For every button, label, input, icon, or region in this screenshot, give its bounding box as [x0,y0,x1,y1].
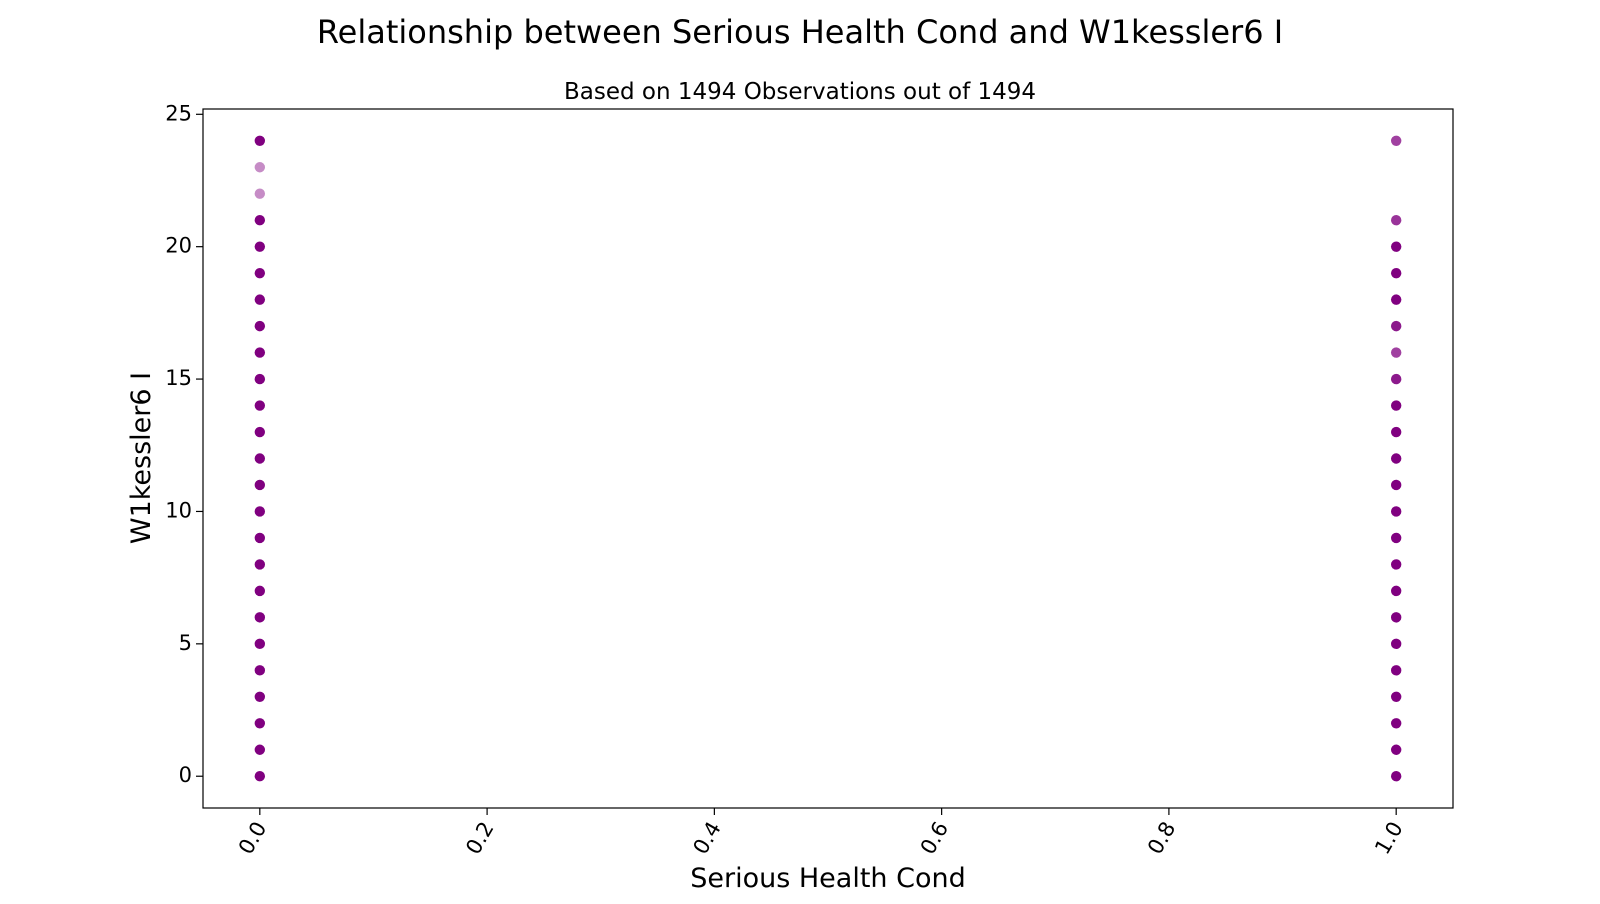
data-point-0-2 [254,718,266,729]
data-point-0-12 [254,453,266,464]
data-point-1-4 [1390,665,1402,676]
data-point-1-3 [1390,691,1402,702]
x-axis-ticks: 0.0 0.2 0.4 0.6 0.8 1.0 [234,808,1408,858]
data-point-1-0 [1390,771,1402,782]
data-point-0-11 [254,479,266,491]
y-tick-label-1: 5 [179,631,192,655]
x-tick-label-4: 0.8 [1143,818,1180,859]
data-point-0-10 [254,506,266,517]
plot-area-frame [202,108,1454,809]
y-axis-label: W1kessler6 I [126,372,157,544]
data-point-0-1 [254,744,266,755]
data-point-0-7 [254,585,266,597]
x-tick-label-2: 0.4 [688,818,725,859]
data-point-1-21 [1390,215,1402,226]
data-point-1-22 [1390,135,1402,146]
data-point-0-18 [254,294,266,305]
data-point-1-1 [1390,744,1402,755]
data-point-0-21 [254,215,266,226]
chart-title: Relationship between Serious Health Cond… [317,13,1283,51]
x-axis-label: Serious Health Cond [690,863,966,894]
data-point-1-16 [1390,347,1402,358]
data-point-0-4 [254,665,266,676]
data-point-0-17 [254,320,266,332]
data-point-1-6 [1390,612,1402,623]
data-point-0-3 [254,691,266,702]
data-point-1-14 [1390,400,1402,411]
y-tick-label-5: 25 [165,101,192,125]
data-point-1-2 [1390,718,1402,729]
data-point-0-15 [254,373,266,385]
data-point-1-11 [1390,479,1402,491]
data-point-0-14 [254,400,266,411]
data-point-1-7 [1390,585,1402,597]
y-tick-label-2: 10 [165,498,192,522]
data-point-1-19 [1390,267,1402,279]
x-tick-label-0: 0.0 [234,818,271,859]
data-point-1-13 [1390,426,1402,438]
points-layer [254,135,1402,782]
data-point-0-22 [254,188,266,199]
data-point-0-6 [254,612,266,623]
data-point-0-13 [254,426,266,438]
data-point-1-12 [1390,453,1402,464]
data-point-0-20 [254,241,266,252]
data-point-0-23 [254,162,266,173]
x-tick-label-1: 0.2 [461,818,498,859]
data-point-0-8 [254,559,266,570]
y-axis-ticks: 0 5 10 15 20 25 [165,101,203,787]
chart-subtitle: Based on 1494 Observations out of 1494 [564,79,1036,105]
data-point-1-9 [1390,532,1402,544]
y-tick-label-0: 0 [179,763,192,787]
data-point-1-10 [1390,506,1402,517]
data-point-1-17 [1390,320,1402,332]
x-tick-label-5: 1.0 [1370,818,1407,859]
data-point-0-9 [254,532,266,544]
data-point-1-15 [1390,373,1402,385]
y-tick-label-3: 15 [165,366,192,390]
data-point-1-18 [1390,294,1402,305]
data-point-0-19 [254,267,266,279]
data-point-0-5 [254,638,266,650]
x-tick-label-3: 0.6 [916,818,953,859]
data-point-0-16 [254,347,266,358]
data-point-1-5 [1390,638,1402,650]
data-point-1-8 [1390,559,1402,570]
data-point-1-20 [1390,241,1402,252]
data-point-0-0 [254,771,266,782]
y-tick-label-4: 20 [165,234,192,258]
data-point-0-24 [254,135,266,146]
